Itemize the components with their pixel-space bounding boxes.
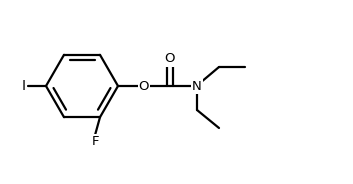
Text: O: O [165, 52, 175, 66]
Text: F: F [91, 135, 99, 148]
Text: O: O [139, 79, 149, 93]
Text: N: N [192, 79, 202, 93]
Text: I: I [22, 79, 26, 93]
